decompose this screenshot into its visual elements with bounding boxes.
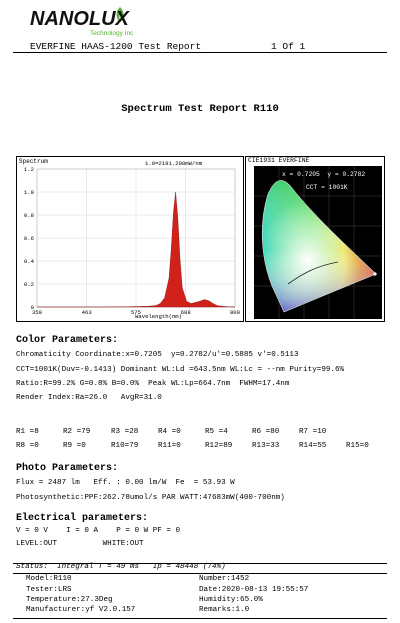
cct-line: CCT=1001K(Duv=-0.1413) Dominant WL:Ld =6…: [16, 366, 345, 374]
cie-cct: CCT = 1001K: [306, 184, 348, 191]
temperature-info: Temperature:27.3Deg: [26, 596, 113, 604]
electrical-parameters-heading: Electrical parameters:: [16, 513, 149, 524]
render-index-line: Render Index:Ra=26.0 AvgR=31.0: [16, 394, 162, 402]
status-line: Status: Integral T = 49 ms Ip = 48448 (7…: [16, 563, 226, 571]
y-tick-label: 1.2: [24, 166, 34, 173]
manufacturer-info: Manufacturer:yf V2.0.157: [26, 606, 136, 614]
spectrum-label: Spectrum: [19, 158, 48, 165]
date-info: Date:2020-08-13 19:55:57: [199, 586, 309, 594]
footer-divider: [13, 618, 387, 619]
chromaticity-point: [373, 272, 377, 276]
y-tick-label: 0.4: [24, 258, 35, 265]
ri-r15: R15=0: [346, 442, 369, 450]
ratio-line: Ratio:R=99.2% G=0.8% B=0.0% Peak WL:Lp=6…: [16, 380, 290, 388]
x-tick-label: 463: [82, 309, 92, 316]
ri-r5: R5 =4: [205, 428, 228, 436]
x-axis-label: Wavelength(nm): [135, 313, 182, 320]
status-divider-bottom: [13, 573, 387, 574]
color-parameters-heading: Color Parameters:: [16, 335, 119, 346]
ri-r12: R12=89: [205, 442, 233, 450]
x-tick-label: 575: [131, 309, 141, 316]
leaf-icon: [116, 7, 124, 23]
peak-label: 1.0=2191.208mW/nm: [145, 160, 203, 167]
y-tick-label: 0.2: [24, 281, 34, 288]
cie-chart: CIE1931 EVERFINE: [245, 156, 385, 322]
ri-r1: R1 =8: [16, 428, 39, 436]
y-tick-label: 0.6: [24, 235, 34, 242]
ri-r4: R4 =0: [158, 428, 181, 436]
number-info: Number:1452: [199, 575, 250, 583]
ri-r7: R7 =10: [299, 428, 327, 436]
x-tick-label: 688: [181, 309, 191, 316]
ri-r6: R6 =80: [252, 428, 280, 436]
ri-r11: R11=0: [158, 442, 181, 450]
y-tick-label: 0: [31, 304, 35, 311]
photo-parameters-heading: Photo Parameters:: [16, 463, 119, 474]
x-tick-label: 800: [230, 309, 241, 316]
logo: NANOLUX Technology Inc: [30, 6, 150, 38]
cie-plot: [254, 166, 382, 319]
spectrum-area: [37, 191, 236, 308]
photosynthetic-line: Photosynthetic:PPF:262.78umol/s PAR WATT…: [16, 494, 285, 502]
ri-r9: R9 =0: [63, 442, 86, 450]
ri-r2: R2 =79: [63, 428, 91, 436]
remarks-info: Remarks:1.0: [199, 606, 250, 614]
ri-r10: R10=79: [111, 442, 139, 450]
ri-r3: R3 =28: [111, 428, 139, 436]
report-title: Spectrum Test Report R110: [121, 103, 279, 115]
level-line: LEVEL:OUT WHITE:OUT: [16, 540, 144, 548]
page-indicator: 1 Of 1: [271, 41, 306, 52]
ri-r13: R13=33: [252, 442, 280, 450]
chromaticity-line: Chromaticity Coordinate:x=0.7205 y=0.278…: [16, 351, 299, 359]
cie-title: CIE1931 EVERFINE: [248, 157, 310, 164]
ri-r14: R14=55: [299, 442, 327, 450]
y-tick-label: 0.8: [24, 212, 34, 219]
cie-coordinates: x = 0.7205 y = 0.2782: [282, 171, 366, 178]
electrical-line: V = 0 V I = 0 A P = 0 W PF = 0: [16, 527, 181, 535]
model-info: Model:R110: [26, 575, 72, 583]
y-tick-label: 1.0: [24, 189, 35, 196]
tester-info: Tester:LRS: [26, 586, 72, 594]
ri-r8: R8 =0: [16, 442, 39, 450]
x-tick-label: 350: [32, 309, 43, 316]
logo-subtitle: Technology Inc: [90, 30, 134, 37]
flux-line: Flux = 2487 lm Eff. : 0.00 lm/W Fe = 53.…: [16, 479, 235, 487]
spectrum-chart: Spectrum 1.0=2191.208mW/nm Wavelength(nm…: [16, 156, 244, 322]
report-header-title: EVERFINE HAAS-1200 Test Report: [30, 41, 202, 52]
logo-text: NANOLUX: [30, 8, 129, 30]
status-divider-top: [13, 563, 387, 564]
header-divider: [13, 52, 387, 53]
humidity-info: Humidity:65.0%: [199, 596, 263, 604]
